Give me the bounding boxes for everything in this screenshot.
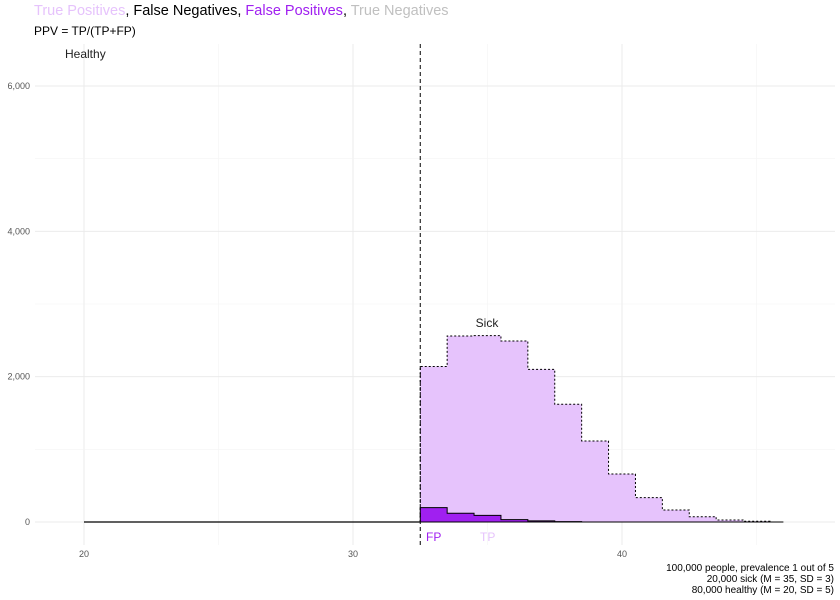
y-tick-label: 6,000	[7, 81, 30, 91]
y-tick-label: 0	[25, 517, 30, 527]
annotation-label: TP	[480, 530, 495, 544]
false-positive-area	[419, 507, 784, 523]
caption-line: 100,000 people, prevalence 1 out of 5	[666, 563, 834, 574]
true-positive-area	[420, 335, 784, 522]
title-sep: ,	[342, 3, 351, 19]
y-tick-label: 2,000	[7, 372, 30, 382]
title-false-negatives: False Negatives	[133, 3, 238, 19]
title-true-positives: True Positives	[34, 3, 126, 19]
annotation-label: Healthy	[65, 47, 106, 61]
title-sep: ,	[237, 3, 246, 19]
y-tick-label: 4,000	[7, 226, 30, 236]
chart-title: True Positives, False Negatives, False P…	[34, 3, 449, 19]
title-true-negatives: True Negatives	[350, 3, 449, 19]
caption: 100,000 people, prevalence 1 out of 5 20…	[666, 563, 834, 596]
annotation-label: Sick	[476, 316, 500, 330]
caption-line: 80,000 healthy (M = 20, SD = 5)	[691, 585, 834, 596]
title-false-positives: False Positives	[245, 3, 343, 19]
caption-line: 20,000 sick (M = 35, SD = 3)	[706, 574, 834, 585]
annotation-label: FP	[426, 530, 441, 544]
x-tick-label: 40	[617, 549, 627, 559]
title-sep: ,	[125, 3, 134, 19]
chart-subtitle: PPV = TP/(TP+FP)	[34, 24, 136, 38]
x-tick-label: 20	[79, 549, 89, 559]
x-tick-label: 30	[348, 549, 358, 559]
sick-distribution-outline	[419, 335, 784, 523]
